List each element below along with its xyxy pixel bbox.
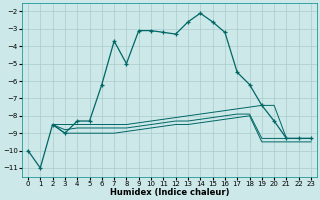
- X-axis label: Humidex (Indice chaleur): Humidex (Indice chaleur): [110, 188, 229, 197]
